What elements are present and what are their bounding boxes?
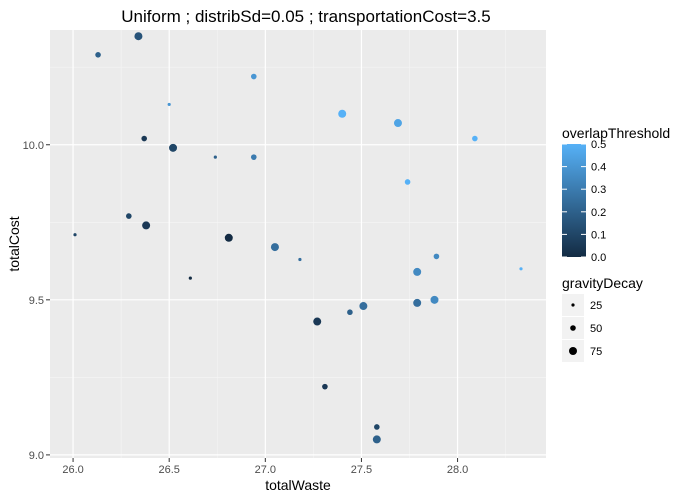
chart-title: Uniform ; distribSd=0.05 ; transportatio… [121, 7, 490, 26]
y-tick-label: 9.0 [29, 450, 44, 462]
size-legend-label: 25 [590, 300, 602, 312]
data-point [298, 257, 302, 262]
data-point [142, 221, 151, 230]
color-legend: overlapThreshold 0.0 0.1 0.2 0.3 0.4 0.5 [562, 125, 670, 264]
data-point [338, 109, 347, 118]
data-point [372, 435, 381, 444]
size-legend-label: 50 [590, 323, 602, 335]
data-point [313, 317, 322, 326]
colorbar-tick-label: 0.3 [591, 184, 606, 196]
data-point [141, 135, 148, 142]
data-point [134, 32, 143, 41]
data-point [413, 267, 422, 276]
y-tick-label: 9.5 [29, 295, 44, 307]
colorbar-ticks: 0.0 0.1 0.2 0.3 0.4 0.5 [562, 139, 606, 264]
colorbar-tick-label: 0.1 [591, 229, 606, 241]
data-point [347, 309, 353, 316]
data-point [404, 179, 411, 185]
data-point [393, 119, 402, 128]
data-point [250, 154, 257, 160]
size-legend-point [569, 347, 577, 355]
data-point [126, 213, 132, 219]
x-axis-title: totalWaste [265, 477, 331, 493]
data-point [169, 143, 178, 152]
x-tick-label: 26.5 [158, 464, 179, 476]
data-point [95, 52, 101, 58]
size-legend-point [571, 303, 575, 307]
data-point [472, 135, 478, 142]
data-point [224, 233, 233, 242]
data-point [430, 295, 439, 304]
colorbar-tick-label: 0.2 [591, 207, 606, 219]
data-point [413, 298, 422, 307]
size-legend-point [570, 325, 576, 331]
plot-panel [50, 30, 546, 458]
x-tick-label: 27.0 [255, 464, 276, 476]
data-point [188, 276, 192, 280]
data-point [519, 267, 523, 271]
x-axis-ticks: 26.0 26.5 27.0 27.5 28.0 [62, 458, 468, 476]
color-legend-title: overlapThreshold [562, 125, 670, 141]
y-axis-title: totalCost [6, 216, 22, 271]
size-legend: gravityDecay 25 50 75 [562, 275, 643, 362]
colorbar-tick-label: 0.5 [591, 139, 606, 151]
data-point [433, 253, 440, 260]
colorbar-tick-label: 0.0 [591, 252, 606, 264]
size-legend-title: gravityDecay [562, 275, 643, 291]
data-point [359, 302, 368, 311]
y-tick-label: 10.0 [23, 140, 44, 152]
colorbar-tick-label: 0.4 [591, 162, 606, 174]
x-tick-label: 28.0 [447, 464, 468, 476]
data-points [73, 32, 523, 444]
size-legend-keys: 25 50 75 [562, 294, 602, 362]
colorbar [562, 144, 586, 257]
grid-major [50, 30, 546, 458]
data-point [73, 233, 77, 237]
data-point [322, 383, 328, 390]
data-point [270, 243, 279, 252]
x-tick-label: 27.5 [351, 464, 372, 476]
data-point [167, 102, 171, 107]
x-tick-label: 26.0 [62, 464, 83, 476]
size-legend-label: 75 [590, 346, 602, 358]
data-point [374, 424, 380, 430]
data-point [213, 155, 217, 159]
y-axis-ticks: 9.0 9.5 10.0 [23, 140, 50, 462]
data-point [250, 73, 257, 80]
grid-minor [50, 30, 546, 458]
